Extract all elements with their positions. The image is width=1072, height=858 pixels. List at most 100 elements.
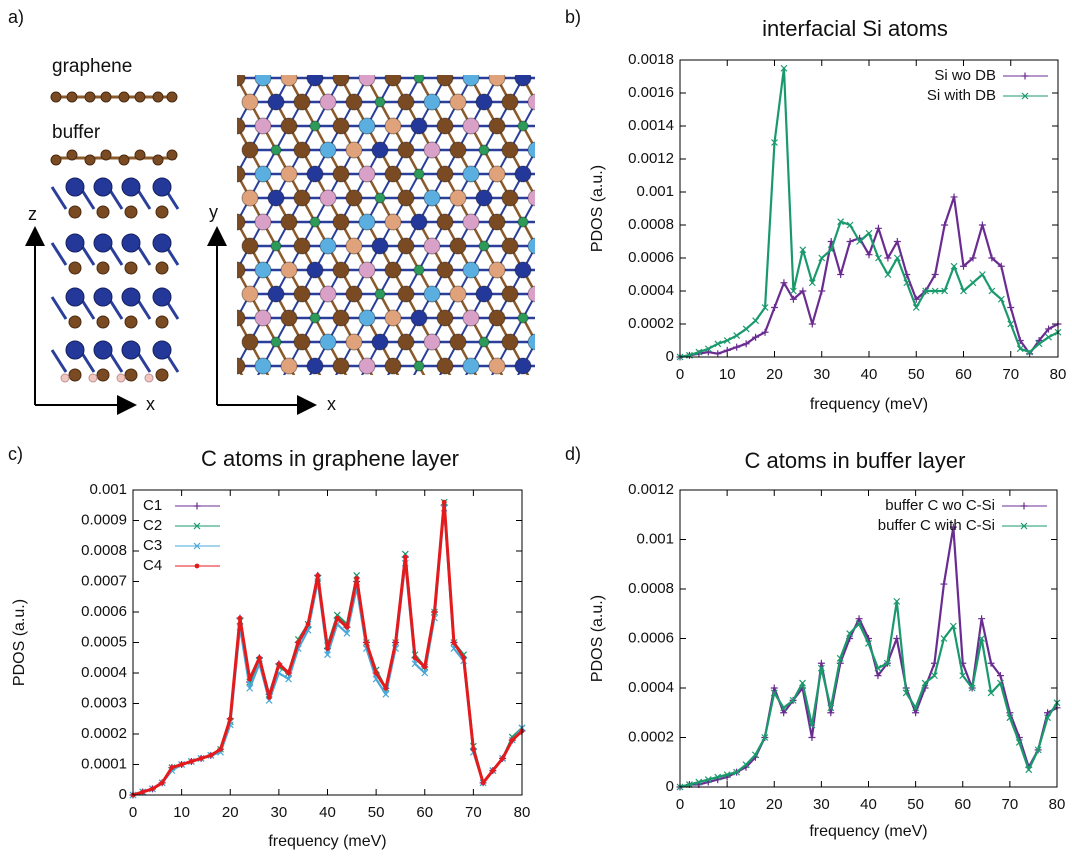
y-tick-label: 0.0002: [628, 728, 674, 745]
x-tick-label: 70: [1002, 366, 1019, 383]
data-point: [403, 555, 408, 560]
atom: [281, 70, 297, 86]
x-tick-label: 0: [676, 796, 684, 813]
data-point: [345, 625, 350, 630]
atom: [242, 238, 258, 254]
atom: [463, 70, 479, 86]
x-tick-label: 30: [813, 366, 830, 383]
atom: [437, 166, 453, 182]
atom: [229, 358, 245, 374]
atom: [424, 94, 440, 110]
atom: [242, 94, 258, 110]
y-tick-label: 0.0008: [628, 216, 674, 233]
atom: [85, 92, 95, 102]
data-point: [481, 780, 486, 785]
bond: [302, 390, 315, 414]
y-tick-label: 0.0006: [628, 249, 674, 266]
bond: [549, 366, 562, 390]
bond: [52, 297, 66, 319]
atom: [156, 369, 168, 381]
atom: [281, 166, 297, 182]
bond: [562, 294, 575, 318]
data-point: [808, 734, 815, 741]
bond: [510, 390, 523, 414]
x-tick-label: 40: [860, 796, 877, 813]
atom: [372, 238, 388, 254]
atom: [156, 316, 168, 328]
data-point: [442, 500, 447, 505]
atom: [333, 118, 349, 134]
atom: [346, 142, 362, 158]
y-tick-label: 0.0003: [81, 694, 127, 711]
x-axis-label: frequency (meV): [810, 396, 928, 413]
y-tick-label: 0.0002: [628, 315, 674, 332]
atom: [463, 262, 479, 278]
chart-title: C atoms in buffer layer: [745, 448, 966, 473]
atom: [502, 94, 518, 110]
atom: [502, 334, 518, 350]
atom: [117, 374, 125, 382]
legend-label: C1: [143, 497, 162, 514]
bond: [52, 187, 66, 209]
y-tick-label: 0.0004: [628, 282, 674, 299]
data-point: [422, 665, 427, 670]
bond: [224, 126, 237, 150]
data-point: [500, 756, 505, 761]
data-point: [413, 655, 418, 660]
atom: [424, 142, 440, 158]
data-point: [714, 350, 721, 357]
data-point: [753, 318, 759, 324]
atom: [489, 118, 505, 134]
atom: [554, 334, 570, 350]
bond: [536, 294, 549, 318]
atom: [255, 262, 271, 278]
bond: [354, 390, 367, 414]
atom: [281, 118, 297, 134]
bond: [224, 366, 237, 390]
atom: [153, 178, 171, 196]
bond: [536, 126, 549, 150]
atom: [385, 310, 401, 326]
atom: [359, 310, 375, 326]
atom: [320, 334, 336, 350]
data-point: [335, 616, 340, 621]
x-tick-label: 80: [1050, 366, 1067, 383]
atom: [94, 288, 112, 306]
atom: [153, 155, 163, 165]
atom: [476, 190, 492, 206]
bond: [549, 126, 562, 150]
atom: [119, 92, 129, 102]
atom: [320, 94, 336, 110]
data-point: [1007, 304, 1014, 311]
atom: [281, 310, 297, 326]
atom: [372, 142, 388, 158]
x-axis-label: frequency (meV): [268, 833, 386, 850]
atom: [411, 118, 427, 134]
bond: [380, 390, 393, 414]
atom: [450, 382, 466, 398]
atom: [359, 70, 375, 86]
axis-name: x: [327, 394, 336, 414]
layer-label: buffer: [52, 122, 101, 143]
data-point: [875, 225, 882, 232]
atom: [97, 369, 109, 381]
atom: [333, 166, 349, 182]
atom: [450, 286, 466, 302]
atom: [385, 262, 401, 278]
data-point: [941, 222, 948, 229]
legend-label: C3: [143, 537, 162, 554]
bond: [289, 390, 302, 414]
x-tick-label: 20: [222, 804, 239, 821]
bond: [562, 246, 575, 270]
atom: [476, 94, 492, 110]
atom: [502, 142, 518, 158]
atom: [528, 190, 544, 206]
atom: [66, 288, 84, 306]
atom: [479, 337, 489, 347]
atom: [294, 286, 310, 302]
atom: [372, 334, 388, 350]
atom: [375, 97, 385, 107]
bond: [562, 150, 575, 174]
atom: [97, 262, 109, 274]
atom: [156, 262, 168, 274]
